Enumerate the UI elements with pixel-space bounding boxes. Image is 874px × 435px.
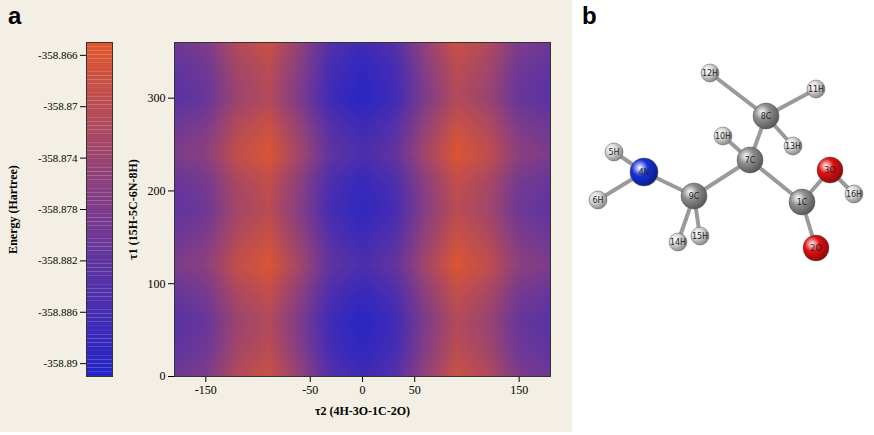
svg-text:-358.886: -358.886 — [38, 306, 78, 318]
svg-text:-358.866: -358.866 — [38, 49, 78, 61]
svg-text:300: 300 — [148, 91, 166, 105]
svg-text:-358.87: -358.87 — [44, 100, 78, 112]
svg-text:-150: -150 — [195, 383, 217, 397]
svg-text:-358.882: -358.882 — [38, 254, 77, 266]
svg-text:12H: 12H — [702, 69, 718, 78]
svg-text:τ1 (15H-5C-6N-8H): τ1 (15H-5C-6N-8H) — [126, 159, 140, 260]
svg-text:3O: 3O — [824, 166, 835, 175]
svg-text:16H: 16H — [846, 190, 862, 199]
svg-text:-358.89: -358.89 — [44, 357, 78, 369]
svg-text:9C: 9C — [689, 192, 700, 201]
svg-text:7C: 7C — [745, 156, 756, 165]
svg-text:-358.878: -358.878 — [38, 203, 78, 215]
html-text:a: a — [8, 2, 22, 29]
svg-text:150: 150 — [510, 383, 528, 397]
svg-text:14H: 14H — [670, 238, 686, 247]
svg-text:13H: 13H — [785, 142, 801, 151]
svg-text:6H: 6H — [592, 196, 603, 205]
svg-text:2O: 2O — [810, 244, 821, 253]
svg-text:50: 50 — [409, 383, 421, 397]
svg-text:8C: 8C — [761, 112, 772, 121]
svg-text:100: 100 — [148, 277, 166, 291]
svg-text:0: 0 — [360, 383, 366, 397]
svg-text:-358.874: -358.874 — [38, 152, 78, 164]
svg-text:1C: 1C — [797, 198, 808, 207]
svg-text:11H: 11H — [808, 85, 824, 94]
html-text:b: b — [582, 2, 597, 29]
svg-text:10H: 10H — [715, 132, 731, 141]
svg-text:0: 0 — [160, 369, 166, 383]
svg-text:-50: -50 — [302, 383, 318, 397]
svg-text:200: 200 — [148, 184, 166, 198]
svg-text:15H: 15H — [692, 232, 708, 241]
svg-text:4N: 4N — [638, 168, 649, 177]
svg-text:τ2 (4H-3O-1C-2O): τ2 (4H-3O-1C-2O) — [315, 404, 410, 418]
svg-text:5H: 5H — [608, 148, 619, 157]
svg-text:Energy (Hartree): Energy (Hartree) — [6, 165, 20, 254]
